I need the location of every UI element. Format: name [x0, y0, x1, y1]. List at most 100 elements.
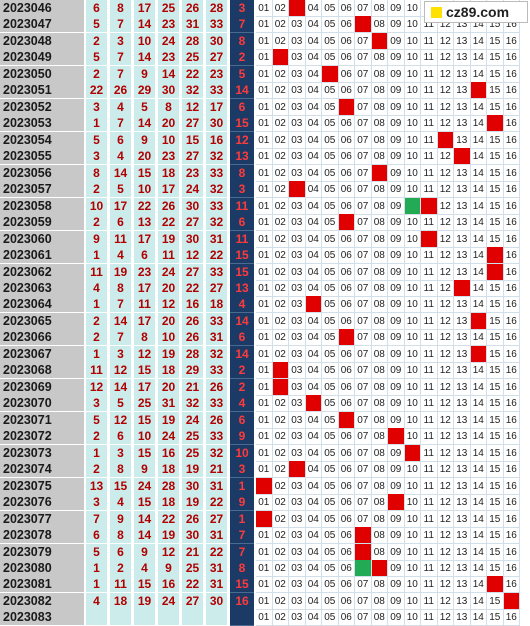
position-label: 15: [487, 395, 504, 413]
position-label: 01: [256, 148, 273, 166]
position-label: 16: [503, 98, 520, 116]
position-label: 09: [388, 279, 405, 297]
red-ball-number: 25: [182, 559, 204, 577]
red-ball-number: 28: [206, 0, 228, 17]
red-ball-number: 18: [206, 296, 228, 314]
blue-hit-marker: 03: [289, 461, 306, 479]
position-label: 01: [256, 214, 273, 232]
position-label: 03: [289, 477, 306, 495]
issue-number: 2023048: [0, 32, 84, 50]
red-ball-number: 25: [182, 428, 204, 446]
position-label: 13: [454, 527, 471, 545]
position-label: 13: [454, 65, 471, 83]
position-label: 08: [371, 98, 388, 116]
position-label: 04: [305, 65, 322, 83]
red-ball-number: 3: [86, 98, 108, 116]
position-label: 13: [454, 444, 471, 462]
position-label: 16: [503, 559, 520, 577]
position-label: 12: [437, 115, 454, 133]
position-label: 08: [371, 362, 388, 380]
position-label: 10: [404, 477, 421, 495]
position-label: 04: [305, 82, 322, 100]
position-label: 12: [437, 559, 454, 577]
red-ball-number: 3: [86, 148, 108, 166]
position-label: 04: [305, 543, 322, 561]
table-row: 2023054 5 6 9 10 15 16 12 01 02 03 04 05 06 07 08 09 10 11…: [0, 131, 530, 149]
position-label: 05: [322, 428, 339, 446]
position-label: 02: [272, 32, 289, 50]
position-label: 01: [256, 559, 273, 577]
red-ball-number: 18: [158, 494, 180, 512]
position-label: 02: [272, 329, 289, 347]
red-ball-number: 11: [134, 296, 156, 314]
position-label: 16: [503, 65, 520, 83]
issue-number: 2023050: [0, 65, 84, 83]
red-ball-number: 14: [134, 49, 156, 67]
position-label: 06: [338, 378, 355, 396]
repeat-marker: [355, 559, 372, 577]
position-label: 07: [355, 263, 372, 281]
table-row: 2023065 2 14 17 20 26 33 14 01 02 03 04 05 06 07 08 09 10…: [0, 312, 530, 330]
red-ball-number: 10: [158, 131, 180, 149]
position-label: 13: [454, 230, 471, 248]
blue-ball-number: 15: [230, 576, 254, 594]
red-ball-number: 27: [182, 148, 204, 166]
position-label: 08: [371, 428, 388, 446]
position-label: 11: [421, 395, 438, 413]
table-row: 2023066 2 7 8 10 26 31 6 01 02 03 04 05 06 07 08 09 10 11 1…: [0, 329, 530, 347]
blue-ball-number: 16: [230, 592, 254, 610]
position-label: 15: [487, 65, 504, 83]
blue-ball-number: 13: [230, 279, 254, 297]
red-ball-number: 33: [206, 428, 228, 446]
site-logo[interactable]: cz89.com: [424, 1, 528, 23]
position-label: 02: [272, 543, 289, 561]
position-label: 14: [470, 494, 487, 512]
blue-hit-marker: 08: [371, 559, 388, 577]
issue-number: 2023063: [0, 279, 84, 297]
blue-ball-number: 6: [230, 214, 254, 232]
position-label: 14: [470, 181, 487, 199]
position-label: 03: [289, 263, 306, 281]
position-label: 06: [338, 131, 355, 149]
position-label: 09: [388, 0, 405, 17]
position-label: 09: [388, 16, 405, 34]
position-label: 02: [272, 559, 289, 577]
position-label: 09: [388, 32, 405, 50]
position-label: 09: [388, 115, 405, 133]
blue-ball-number: 8: [230, 164, 254, 182]
red-ball-number: 21: [182, 543, 204, 561]
position-label: 03: [289, 543, 306, 561]
table-row: 2023075 13 15 24 28 30 31 1 01 02 03 04 05 06 07 08 09 10…: [0, 477, 530, 495]
position-label: 01: [256, 0, 273, 17]
position-label: 10: [404, 296, 421, 314]
position-label: 11: [421, 312, 438, 330]
red-ball-number: 26: [206, 411, 228, 429]
position-label: 10: [404, 395, 421, 413]
position-label: 04: [305, 312, 322, 330]
position-label: 08: [371, 329, 388, 347]
red-ball-number: 30: [182, 197, 204, 215]
red-ball-number: 10: [134, 32, 156, 50]
position-label: 15: [487, 543, 504, 561]
position-label: 01: [256, 461, 273, 479]
position-label: 08: [371, 609, 388, 626]
position-label: 16: [503, 444, 520, 462]
red-ball-number: 8: [110, 279, 132, 297]
position-label: 10: [404, 279, 421, 297]
position-label: 05: [322, 181, 339, 199]
red-ball-number: 19: [158, 345, 180, 363]
red-ball-number: 2: [86, 428, 108, 446]
position-label: 07: [355, 230, 372, 248]
table-row: 2023056 8 14 15 18 23 33 8 01 02 03 04 05 06 07 08 09 10 1…: [0, 164, 530, 182]
position-label: 10: [404, 428, 421, 446]
position-label: 06: [338, 345, 355, 363]
blue-hit-marker: 07: [355, 16, 372, 34]
position-label: 05: [322, 461, 339, 479]
table-row: 2023077 7 9 14 22 26 27 1 01 02 03 04 05 06 07 08 09 10 11…: [0, 510, 530, 528]
position-label: 06: [338, 609, 355, 626]
position-label: 10: [404, 411, 421, 429]
position-label: 11: [421, 131, 438, 149]
position-label: 06: [338, 247, 355, 265]
position-label: 12: [437, 477, 454, 495]
position-label: 07: [355, 197, 372, 215]
